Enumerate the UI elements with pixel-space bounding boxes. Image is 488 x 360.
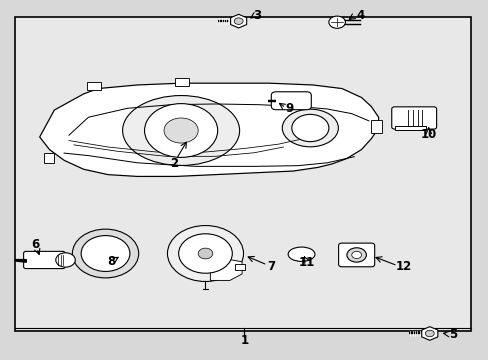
Text: 5: 5	[448, 328, 456, 341]
Circle shape	[56, 253, 75, 267]
Circle shape	[163, 118, 198, 143]
Ellipse shape	[287, 247, 314, 261]
Text: 11: 11	[298, 256, 314, 269]
Text: 4: 4	[355, 9, 364, 22]
Text: 6: 6	[32, 238, 40, 251]
FancyBboxPatch shape	[338, 243, 374, 267]
Polygon shape	[421, 327, 437, 340]
Bar	[370, 120, 381, 134]
Bar	[15, 17, 470, 330]
FancyBboxPatch shape	[23, 251, 65, 269]
Circle shape	[178, 234, 232, 273]
Circle shape	[351, 251, 361, 258]
Circle shape	[81, 235, 130, 271]
Text: 1: 1	[240, 334, 248, 347]
Circle shape	[198, 248, 212, 259]
Circle shape	[234, 18, 243, 24]
Bar	[394, 126, 426, 130]
Ellipse shape	[282, 109, 338, 147]
Polygon shape	[230, 14, 246, 28]
Text: 10: 10	[420, 127, 436, 141]
Text: 2: 2	[169, 157, 178, 170]
Polygon shape	[210, 260, 242, 280]
Circle shape	[291, 114, 328, 141]
Circle shape	[72, 229, 139, 278]
FancyBboxPatch shape	[271, 92, 311, 110]
Text: 12: 12	[394, 260, 411, 273]
Bar	[175, 78, 188, 86]
Circle shape	[144, 104, 217, 157]
Ellipse shape	[122, 95, 239, 166]
Text: 8: 8	[107, 255, 116, 268]
Text: 7: 7	[267, 260, 275, 273]
Circle shape	[328, 16, 345, 28]
Text: 3: 3	[253, 9, 261, 22]
Text: 9: 9	[285, 103, 293, 116]
Circle shape	[346, 248, 366, 262]
Circle shape	[167, 226, 243, 282]
Bar	[87, 82, 101, 90]
FancyBboxPatch shape	[391, 107, 436, 129]
Bar	[43, 153, 54, 163]
Polygon shape	[40, 83, 378, 176]
Bar	[234, 264, 245, 270]
Circle shape	[425, 330, 433, 337]
